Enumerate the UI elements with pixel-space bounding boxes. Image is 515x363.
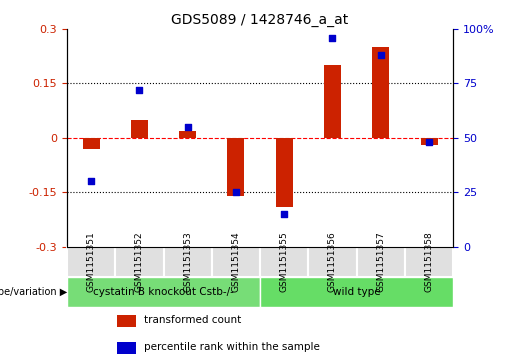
Bar [276, 138, 293, 207]
Bar [117, 315, 136, 327]
Text: percentile rank within the sample: percentile rank within the sample [144, 342, 320, 352]
FancyBboxPatch shape [260, 277, 453, 307]
FancyBboxPatch shape [212, 247, 260, 277]
FancyBboxPatch shape [67, 277, 260, 307]
Bar [117, 342, 136, 354]
Text: transformed count: transformed count [144, 315, 242, 326]
Point [135, 87, 144, 93]
FancyBboxPatch shape [356, 247, 405, 277]
Bar [372, 47, 389, 138]
Title: GDS5089 / 1428746_a_at: GDS5089 / 1428746_a_at [171, 13, 349, 26]
FancyBboxPatch shape [260, 247, 308, 277]
Text: wild type: wild type [333, 287, 381, 297]
Point [329, 35, 337, 41]
FancyBboxPatch shape [115, 247, 163, 277]
Point [425, 139, 433, 145]
FancyBboxPatch shape [163, 247, 212, 277]
Point [183, 124, 192, 130]
Bar [228, 138, 245, 196]
Point [280, 211, 288, 217]
FancyBboxPatch shape [308, 247, 356, 277]
Text: GSM1151352: GSM1151352 [135, 232, 144, 292]
Text: GSM1151356: GSM1151356 [328, 232, 337, 292]
Text: GSM1151358: GSM1151358 [424, 232, 434, 292]
Text: GSM1151353: GSM1151353 [183, 232, 192, 292]
Point [232, 189, 240, 195]
Bar [179, 131, 196, 138]
Text: cystatin B knockout Cstb-/-: cystatin B knockout Cstb-/- [93, 287, 234, 297]
FancyBboxPatch shape [405, 247, 453, 277]
Bar [324, 65, 341, 138]
Bar [131, 120, 148, 138]
Text: GSM1151354: GSM1151354 [231, 232, 241, 292]
Bar [82, 138, 99, 149]
Bar [421, 138, 438, 145]
Point [376, 52, 385, 58]
FancyBboxPatch shape [67, 247, 115, 277]
Text: GSM1151357: GSM1151357 [376, 232, 385, 292]
Text: GSM1151351: GSM1151351 [87, 232, 96, 292]
Text: genotype/variation ▶: genotype/variation ▶ [0, 287, 67, 297]
Point [87, 179, 95, 184]
Text: GSM1151355: GSM1151355 [280, 232, 289, 292]
